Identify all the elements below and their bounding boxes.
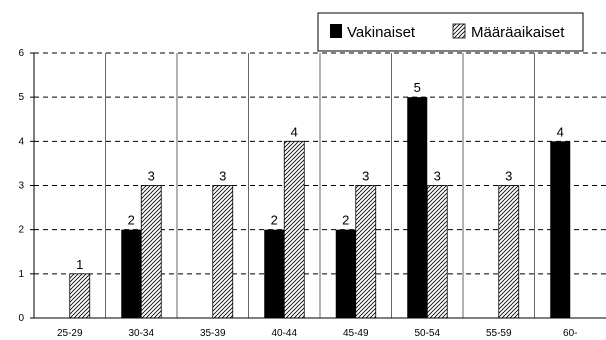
legend-swatch-vakinaiset — [330, 24, 342, 38]
bar-vakinaiset — [550, 141, 571, 318]
bar-maaraaikaiset — [498, 185, 520, 319]
bar-maaraaikaiset — [283, 140, 305, 319]
data-label-maaraaikaiset: 1 — [76, 257, 83, 272]
bar-maaraaikaiset — [212, 185, 234, 319]
data-label-maaraaikaiset: 3 — [362, 169, 369, 184]
data-label-vakinaiset: 4 — [557, 124, 564, 139]
data-label-maaraaikaiset: 3 — [219, 169, 226, 184]
data-label-vakinaiset: 2 — [128, 213, 135, 228]
y-tick-label: 6 — [18, 48, 24, 59]
y-tick-label: 0 — [18, 313, 24, 324]
bar-maaraaikaiset — [426, 185, 448, 319]
x-tick-label: 25-29 — [57, 328, 83, 339]
data-label-maaraaikaiset: 3 — [505, 169, 512, 184]
x-tick-label: 50-54 — [414, 328, 440, 339]
bar-maaraaikaiset — [69, 273, 91, 319]
bar-vakinaiset — [121, 229, 142, 318]
data-label-vakinaiset: 2 — [342, 213, 349, 228]
bar-maaraaikaiset — [355, 185, 377, 319]
bars — [69, 97, 571, 319]
x-tick-label: 45-49 — [343, 328, 369, 339]
x-tick-label: 60- — [563, 328, 577, 339]
x-tick-label: 40-44 — [271, 328, 297, 339]
legend-label-vakinaiset: Vakinaiset — [347, 24, 416, 41]
bar-vakinaiset — [407, 97, 428, 319]
data-label-maaraaikaiset: 3 — [434, 169, 441, 184]
data-label-maaraaikaiset: 3 — [148, 169, 155, 184]
y-tick-label: 2 — [18, 225, 24, 236]
bar-vakinaiset — [335, 229, 356, 318]
data-labels: 1 2 3 3 2 4 2 3 5 3 3 4 — [76, 80, 564, 272]
y-tick-label: 1 — [18, 269, 24, 280]
axes: 25-29 30-34 35-39 40-44 45-49 50-54 55-59 60- 0 1… — [18, 48, 606, 339]
legend-swatch-maaraaikaiset — [452, 23, 466, 39]
bar-vakinaiset — [264, 229, 285, 318]
data-label-vakinaiset: 2 — [271, 213, 278, 228]
data-label-maaraaikaiset: 4 — [291, 124, 298, 139]
data-label-vakinaiset: 5 — [414, 80, 421, 95]
legend-label-maaraaikaiset: Määräaikaiset — [471, 24, 565, 41]
x-tick-label: 55-59 — [486, 328, 512, 339]
bar-maaraaikaiset — [140, 185, 162, 319]
x-tick-label: 30-34 — [128, 328, 154, 339]
legend-box — [317, 12, 584, 52]
y-tick-label: 4 — [18, 136, 24, 147]
x-tick-label: 35-39 — [200, 328, 226, 339]
y-tick-label: 5 — [18, 92, 24, 103]
legend: Vakinaiset Määräaikaiset — [317, 12, 584, 52]
plot-grid — [34, 52, 606, 318]
y-tick-label: 3 — [18, 181, 24, 192]
